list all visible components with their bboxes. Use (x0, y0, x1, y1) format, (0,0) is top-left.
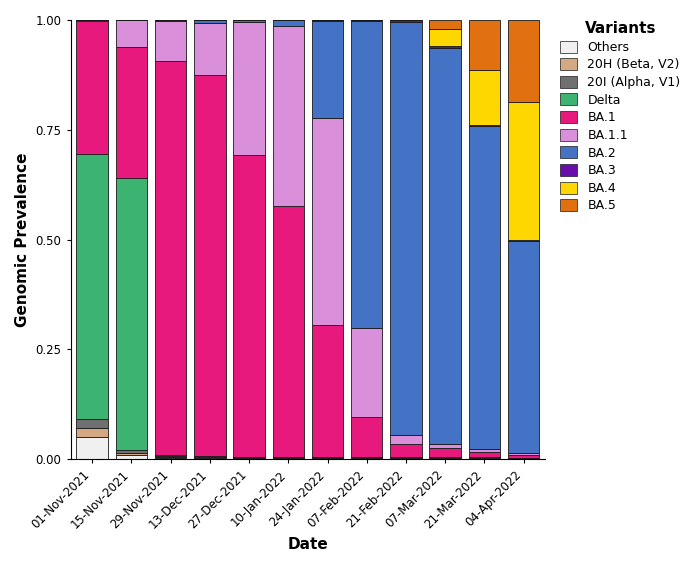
Bar (508, 102, 539, 240)
Bar (351, 328, 382, 417)
Bar (155, 458, 186, 459)
Bar (469, 126, 500, 448)
Bar (312, 458, 343, 459)
Bar (194, 75, 225, 456)
Bar (155, 21, 186, 61)
Bar (116, 20, 147, 46)
Bar (351, 458, 382, 459)
Bar (391, 444, 421, 457)
Bar (116, 452, 147, 455)
Bar (116, 450, 147, 452)
Bar (391, 20, 421, 22)
Bar (312, 20, 343, 21)
Bar (116, 46, 147, 179)
Bar (430, 444, 461, 448)
Bar (351, 22, 382, 328)
Bar (272, 206, 304, 457)
Bar (76, 428, 108, 437)
Bar (351, 417, 382, 457)
Bar (76, 20, 108, 22)
X-axis label: Date: Date (288, 537, 328, 552)
Bar (508, 240, 539, 241)
Bar (508, 454, 539, 455)
Bar (430, 46, 461, 48)
Bar (233, 155, 265, 457)
Bar (469, 70, 500, 125)
Bar (233, 22, 265, 155)
Bar (194, 458, 225, 459)
Bar (155, 455, 186, 456)
Bar (76, 154, 108, 420)
Bar (194, 456, 225, 457)
Bar (391, 435, 421, 444)
Bar (430, 29, 461, 46)
Bar (76, 22, 108, 154)
Bar (312, 118, 343, 325)
Bar (391, 22, 421, 435)
Bar (430, 448, 461, 457)
Bar (233, 458, 265, 459)
Bar (469, 20, 500, 70)
Bar (430, 48, 461, 444)
Bar (312, 325, 343, 457)
Bar (116, 179, 147, 450)
Legend: Others, 20H (Beta, V2), 20I (Alpha, V1), Delta, BA.1, BA.1.1, BA.2, BA.3, BA.4, : Others, 20H (Beta, V2), 20I (Alpha, V1),… (556, 18, 685, 216)
Bar (272, 26, 304, 206)
Bar (155, 457, 186, 458)
Bar (233, 20, 265, 22)
Bar (469, 452, 500, 458)
Bar (194, 23, 225, 75)
Bar (430, 458, 461, 459)
Bar (508, 241, 539, 454)
Bar (272, 458, 304, 459)
Bar (312, 21, 343, 118)
Bar (155, 456, 186, 457)
Bar (155, 61, 186, 455)
Bar (351, 20, 382, 22)
Bar (116, 455, 147, 459)
Y-axis label: Genomic Prevalence: Genomic Prevalence (15, 153, 30, 327)
Bar (391, 458, 421, 459)
Bar (76, 420, 108, 428)
Bar (469, 448, 500, 452)
Bar (76, 437, 108, 459)
Bar (272, 20, 304, 26)
Bar (194, 20, 225, 23)
Bar (508, 455, 539, 458)
Bar (469, 125, 500, 126)
Bar (508, 20, 539, 102)
Bar (430, 20, 461, 29)
